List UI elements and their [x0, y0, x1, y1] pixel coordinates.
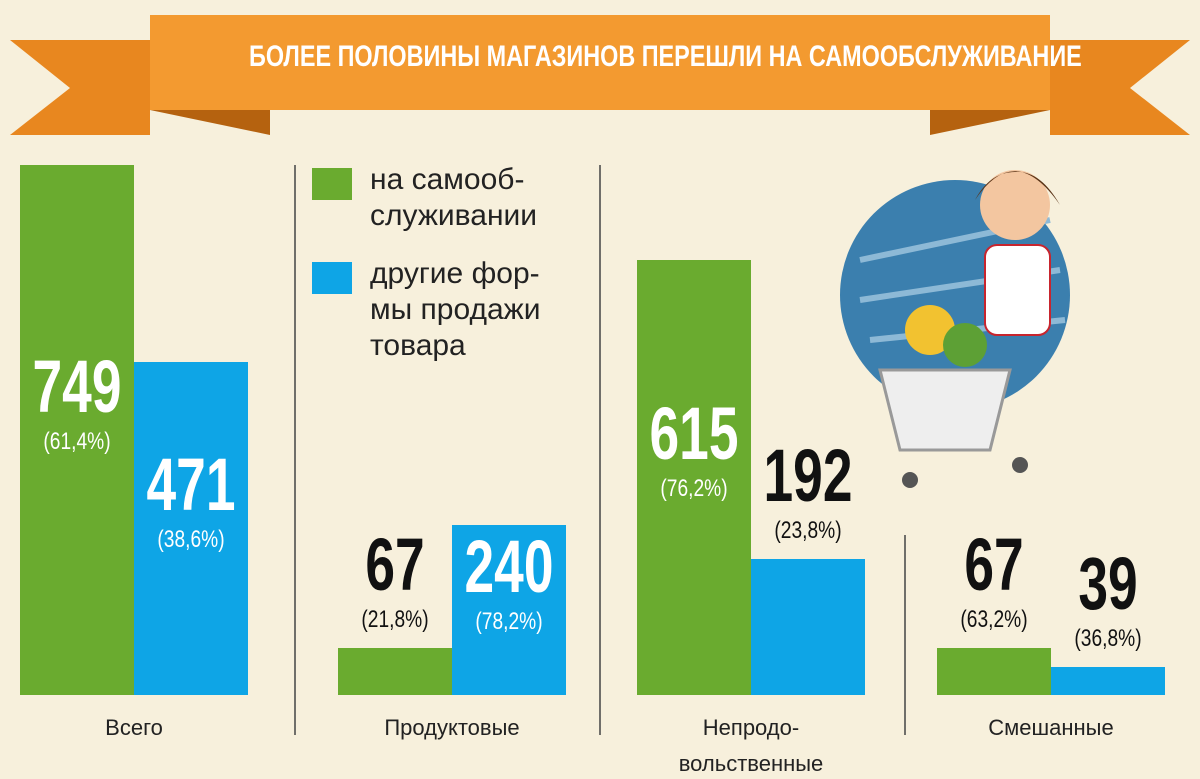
ribbon-tail [1050, 40, 1190, 135]
illustration-food [943, 323, 987, 367]
ribbon-tail [10, 40, 150, 135]
value-label: 192 [763, 434, 853, 518]
ribbon-fold [930, 110, 1050, 135]
value-label: 749 [32, 345, 122, 428]
ribbon [150, 15, 1050, 110]
bar [452, 525, 566, 695]
x-tick-label: Непродо- вольственные [678, 715, 824, 776]
illustration-head [980, 170, 1050, 240]
x-tick-label: Всего [105, 715, 163, 740]
illustration-food [905, 305, 955, 355]
value-label: 67 [964, 522, 1024, 606]
share-label: (38,6%) [157, 526, 225, 554]
chart-title: БОЛЕЕ ПОЛОВИНЫ МАГАЗИНОВ ПЕРЕШЛИ НА САМО… [249, 40, 1082, 73]
bar [937, 647, 1051, 695]
bar [637, 259, 751, 695]
x-tick-label: Смешанные [988, 715, 1114, 740]
bar [20, 165, 134, 695]
bar [1051, 667, 1165, 695]
share-label: (21,8%) [361, 605, 429, 633]
illustration-wheel [902, 472, 918, 488]
share-label: (61,4%) [43, 428, 111, 455]
illustration-cart [878, 368, 1012, 452]
value-label: 615 [649, 392, 739, 476]
bar [751, 559, 865, 695]
illustration-wheel [1012, 457, 1028, 473]
legend-label: другие фор- мы продажи товара [370, 257, 541, 362]
bar [338, 647, 452, 695]
illustration-body [984, 244, 1051, 336]
share-label: (23,8%) [774, 517, 842, 545]
value-label: 471 [146, 443, 236, 527]
illustration-hair [975, 171, 1060, 205]
bar [134, 361, 248, 695]
x-tick-label: Продуктовые [384, 715, 520, 740]
value-label: 39 [1078, 542, 1138, 626]
legend-swatch [312, 262, 352, 294]
ribbon-fold [150, 110, 270, 135]
value-label: 67 [365, 522, 425, 606]
share-label: (78,2%) [475, 608, 543, 636]
share-label: (63,2%) [960, 605, 1028, 633]
share-label: (76,2%) [660, 475, 728, 503]
share-label: (36,8%) [1074, 625, 1142, 653]
legend-swatch [312, 168, 352, 200]
legend-label: на самооб- служивании [370, 163, 538, 232]
value-label: 240 [464, 525, 554, 609]
